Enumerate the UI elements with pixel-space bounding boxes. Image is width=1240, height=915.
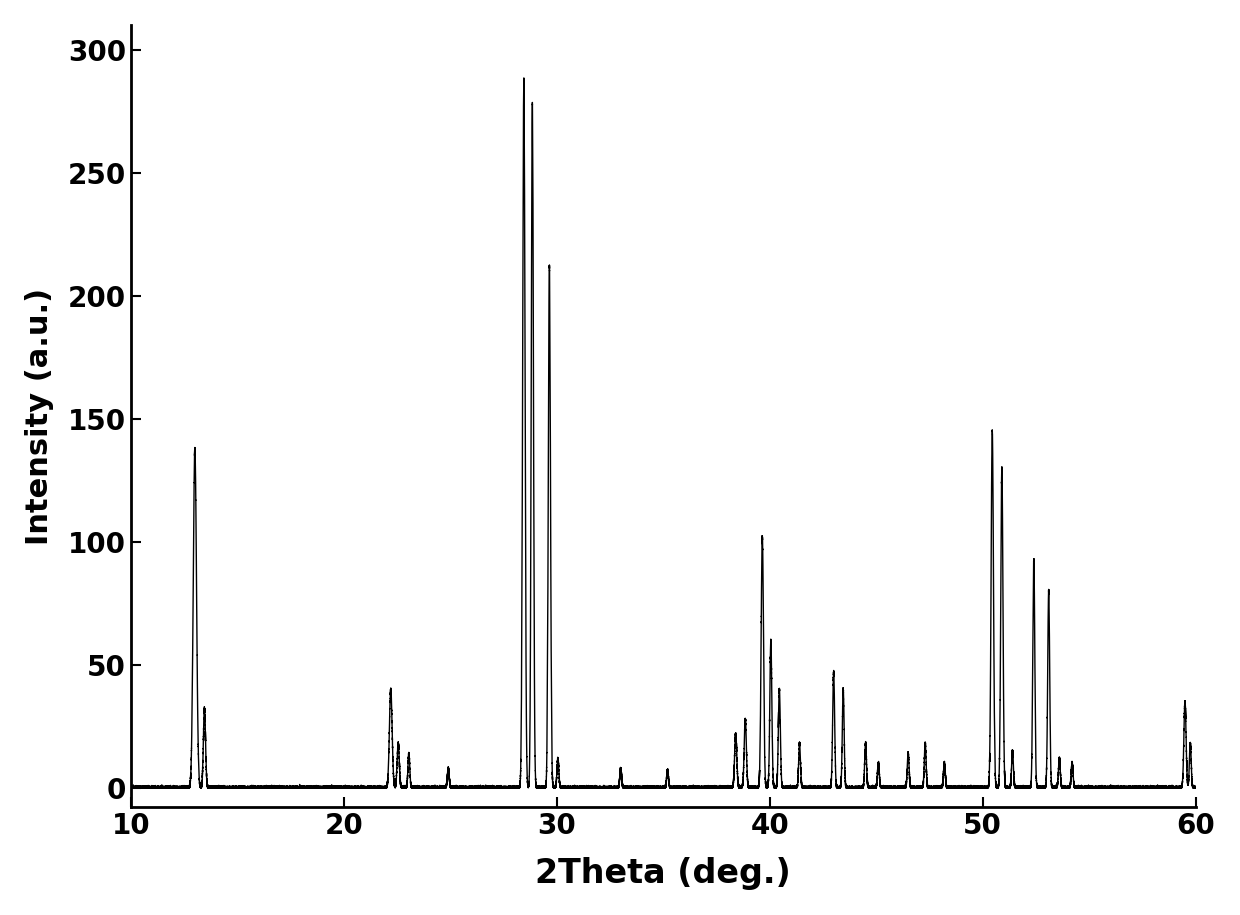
- X-axis label: 2Theta (deg.): 2Theta (deg.): [536, 857, 791, 890]
- Y-axis label: Intensity (a.u.): Intensity (a.u.): [25, 287, 55, 544]
